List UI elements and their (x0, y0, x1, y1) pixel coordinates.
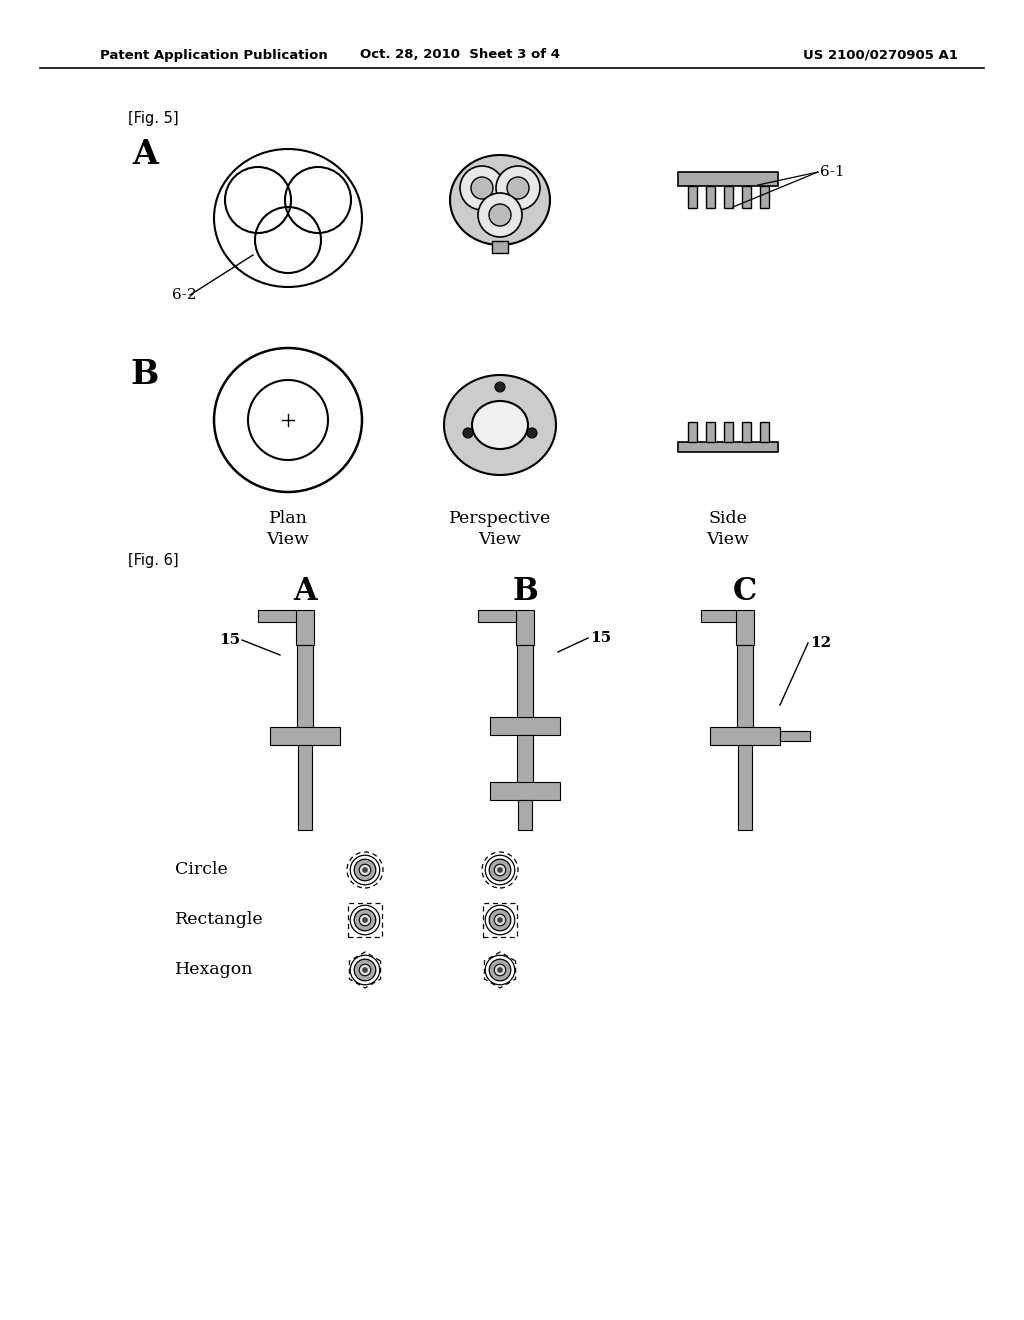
Text: Oct. 28, 2010  Sheet 3 of 4: Oct. 28, 2010 Sheet 3 of 4 (360, 49, 560, 62)
Ellipse shape (472, 401, 528, 449)
Circle shape (489, 205, 511, 226)
Circle shape (495, 964, 506, 975)
Circle shape (359, 865, 371, 875)
Bar (688, 186, 697, 209)
Text: A: A (132, 139, 158, 172)
Text: C: C (733, 577, 757, 607)
Bar (517, 645, 534, 719)
Bar (483, 903, 517, 937)
Bar (296, 610, 314, 645)
Circle shape (489, 909, 511, 931)
Ellipse shape (444, 375, 556, 475)
Circle shape (496, 166, 540, 210)
Circle shape (498, 867, 502, 873)
Circle shape (495, 865, 506, 875)
Bar (490, 717, 560, 735)
Text: [Fig. 5]: [Fig. 5] (128, 111, 178, 125)
Circle shape (489, 859, 511, 880)
Bar (516, 610, 534, 645)
Circle shape (478, 193, 522, 238)
Bar (737, 645, 753, 730)
Bar (742, 186, 751, 209)
Text: B: B (512, 577, 538, 607)
Bar (701, 610, 736, 622)
Text: Perspective
View: Perspective View (449, 510, 551, 548)
Bar (760, 186, 769, 209)
Circle shape (362, 968, 368, 972)
Text: [Fig. 6]: [Fig. 6] (128, 553, 178, 568)
Text: 15: 15 (590, 631, 611, 645)
Bar (478, 610, 516, 622)
Circle shape (460, 166, 504, 210)
Bar (678, 442, 778, 451)
Circle shape (359, 964, 371, 975)
Bar (348, 903, 382, 937)
Circle shape (527, 428, 537, 438)
Circle shape (498, 968, 502, 972)
Bar (780, 731, 810, 741)
Text: 15: 15 (219, 634, 240, 647)
Text: 6-1: 6-1 (820, 165, 845, 180)
Circle shape (495, 915, 506, 925)
Circle shape (463, 428, 473, 438)
Text: Patent Application Publication: Patent Application Publication (100, 49, 328, 62)
Bar (710, 727, 780, 744)
Bar (742, 422, 751, 442)
Bar (706, 422, 715, 442)
Circle shape (354, 909, 376, 931)
Bar (297, 645, 313, 730)
Bar (736, 610, 754, 645)
Bar (706, 186, 715, 209)
Text: Rectangle: Rectangle (175, 912, 263, 928)
Text: Plan
View: Plan View (266, 510, 309, 548)
Bar (760, 422, 769, 442)
Bar (490, 781, 560, 800)
Circle shape (507, 177, 529, 199)
Text: 6-2: 6-2 (172, 288, 197, 302)
Circle shape (359, 915, 371, 925)
Circle shape (362, 917, 368, 923)
Bar (738, 744, 752, 830)
Bar (492, 242, 508, 253)
Bar (298, 744, 312, 830)
Ellipse shape (450, 154, 550, 246)
Circle shape (354, 859, 376, 880)
Circle shape (362, 867, 368, 873)
Bar (518, 800, 532, 830)
Text: 12: 12 (810, 636, 831, 649)
Bar (724, 186, 733, 209)
Text: A: A (293, 577, 316, 607)
Bar (270, 727, 340, 744)
Text: Side
View: Side View (707, 510, 750, 548)
Text: Circle: Circle (175, 862, 227, 879)
Text: B: B (131, 359, 159, 392)
Bar (258, 610, 296, 622)
Bar (517, 735, 534, 785)
Text: Hexagon: Hexagon (175, 961, 254, 978)
Circle shape (489, 960, 511, 981)
Bar (724, 422, 733, 442)
Circle shape (498, 917, 502, 923)
Bar (678, 172, 778, 186)
Circle shape (495, 381, 505, 392)
Text: US 2100/0270905 A1: US 2100/0270905 A1 (803, 49, 957, 62)
Circle shape (354, 960, 376, 981)
Circle shape (471, 177, 493, 199)
Bar (688, 422, 697, 442)
